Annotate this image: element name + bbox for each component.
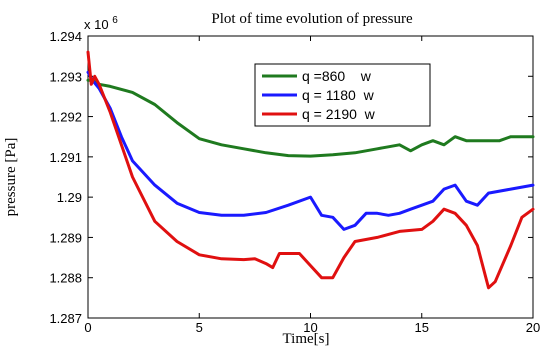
y-multiplier-label: x 10 6 xyxy=(84,15,118,32)
y-tick-label: 1.288 xyxy=(49,271,82,286)
legend-label-860: q =860 w xyxy=(302,68,372,84)
x-tick-label: 0 xyxy=(84,320,91,335)
y-multiplier-exponent: 6 xyxy=(112,15,118,26)
legend: q =860 w q = 1180 w q = 2190 w xyxy=(254,63,431,127)
y-tick-label: 1.291 xyxy=(49,150,82,165)
chart-title: Plot of time evolution of pressure xyxy=(211,11,413,27)
y-tick-label: 1.287 xyxy=(49,311,82,326)
x-tick-label: 5 xyxy=(196,320,203,335)
legend-label-1180: q = 1180 w xyxy=(302,87,375,103)
y-tick-label: 1.289 xyxy=(49,230,82,245)
x-tick-label: 15 xyxy=(415,320,429,335)
series-line-q-1180 xyxy=(86,70,535,231)
y-tick-label: 1.293 xyxy=(49,69,82,84)
series-layer xyxy=(86,50,535,290)
x-axis-label: Time[s] xyxy=(283,331,330,347)
y-tick-label: 1.29 xyxy=(57,190,82,205)
y-tick-label: 1.294 xyxy=(49,29,82,44)
x-tick-label: 10 xyxy=(303,320,317,335)
series-line-q-860 xyxy=(86,78,535,158)
x-tick-label: 20 xyxy=(526,320,540,335)
series-line-q-2190 xyxy=(86,50,535,290)
ticks-layer: 0 5 10 15 20 1.287 1.288 1.289 1.29 1.291 1.292 1.2… xyxy=(49,29,540,335)
legend-label-2190: q = 2190 w xyxy=(302,106,376,122)
y-tick-label: 1.292 xyxy=(49,110,82,125)
y-multiplier-base: x 10 xyxy=(84,17,109,32)
y-axis-label: pressure [Pa] xyxy=(3,138,19,217)
